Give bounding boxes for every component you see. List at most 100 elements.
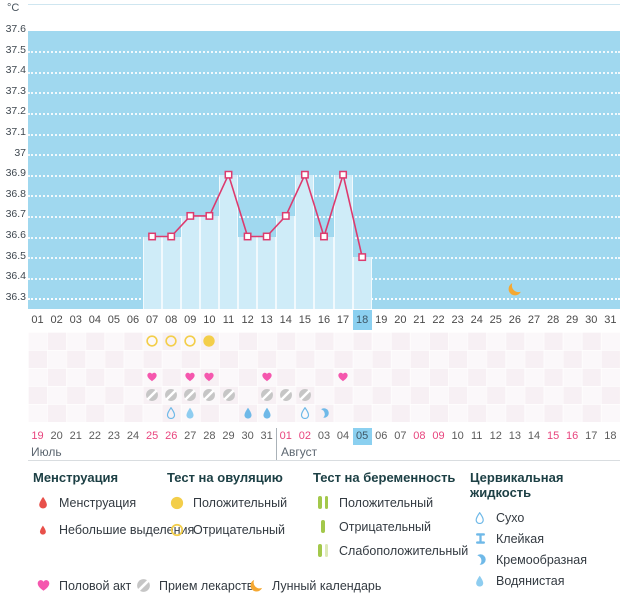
legend-title-cervical: Цервикальная жидкость	[470, 470, 564, 500]
intercourse-heart-icon[interactable]	[337, 371, 349, 383]
medication-pill-icon[interactable]	[164, 388, 178, 402]
temp-bar	[142, 236, 162, 309]
medication-pill-icon[interactable]	[279, 388, 293, 402]
cervical-creamy-icon[interactable]	[318, 407, 330, 419]
ovulation-negative-icon	[167, 521, 187, 538]
calendar-date-cell[interactable]: 22	[88, 430, 101, 442]
cycle-day-cell[interactable]: 20	[394, 314, 407, 326]
cycle-day-cell[interactable]: 11	[222, 314, 235, 326]
legend-item: Небольшие выделения	[33, 521, 194, 538]
legend-item-label: Отрицательный	[339, 519, 432, 534]
medication-pill-icon[interactable]	[222, 388, 236, 402]
cycle-day-cell[interactable]: 31	[604, 314, 617, 326]
cycle-day-cell[interactable]: 02	[50, 314, 63, 326]
calendar-date-cell[interactable]: 25	[145, 430, 159, 442]
calendar-date-cell[interactable]: 04	[336, 430, 350, 442]
legend-title-ovulation: Тест на овуляцию	[167, 470, 283, 485]
cycle-day-cell[interactable]: 27	[527, 314, 541, 326]
pill-icon	[133, 578, 153, 593]
cycle-day-cell[interactable]: 30	[585, 314, 598, 326]
cycle-day-cell[interactable]: 15	[298, 314, 311, 326]
medication-pill-icon[interactable]	[298, 388, 312, 402]
cycle-day-cell[interactable]: 09	[184, 314, 197, 326]
cycle-day-cell[interactable]: 13	[260, 314, 273, 326]
calendar-date-cell[interactable]: 30	[241, 430, 254, 442]
ovulation-test-negative-icon[interactable]	[146, 335, 159, 348]
cycle-day-cell[interactable]: 07	[145, 314, 159, 326]
calendar-date-cell[interactable]: 21	[69, 430, 82, 442]
cycle-day-cell[interactable]: 04	[88, 314, 101, 326]
cycle-day-cell[interactable]: 12	[241, 314, 254, 326]
medication-pill-icon[interactable]	[202, 388, 216, 402]
cycle-day-cell[interactable]: 19	[375, 314, 388, 326]
intercourse-heart-icon[interactable]	[146, 371, 158, 383]
cycle-day-cell[interactable]: 21	[413, 314, 426, 326]
calendar-date-cell[interactable]: 10	[451, 430, 464, 442]
calendar-date-cell[interactable]: 28	[203, 430, 216, 442]
cycle-day-cell[interactable]: 16	[317, 314, 331, 326]
cycle-day-cell[interactable]: 05	[107, 314, 121, 326]
cycle-day-cell[interactable]: 10	[203, 314, 216, 326]
cycle-day-cell[interactable]: 17	[336, 314, 350, 326]
calendar-date-cell[interactable]: 12	[489, 430, 502, 442]
cervical-dry-icon[interactable]	[167, 406, 176, 420]
cycle-day-cell[interactable]: 14	[279, 314, 292, 326]
ovulation-test-negative-icon[interactable]	[184, 335, 197, 348]
calendar-date-cell[interactable]: 20	[50, 430, 63, 442]
cervical-watery-icon[interactable]	[186, 407, 195, 419]
calendar-date-cell[interactable]: 08	[413, 430, 426, 442]
calendar-date-cell[interactable]: 01	[279, 430, 292, 442]
ovulation-test-positive-icon[interactable]	[203, 335, 216, 348]
legend-item: Положительный	[313, 494, 468, 511]
calendar-date-cell[interactable]: 02	[298, 430, 311, 442]
calendar-date-cell[interactable]: 31	[260, 430, 273, 442]
legend-item-label: Слабоположительный	[339, 543, 469, 558]
month-label-august: Август	[281, 445, 318, 459]
calendar-date-cell[interactable]: 16	[566, 430, 579, 442]
cycle-day-cell[interactable]: 06	[126, 314, 140, 326]
intercourse-heart-icon[interactable]	[184, 371, 196, 383]
cycle-day-cell[interactable]: 03	[69, 314, 82, 326]
intercourse-heart-icon[interactable]	[261, 371, 273, 383]
cycle-day-cell[interactable]: 28	[546, 314, 560, 326]
temp-point-marker	[320, 232, 328, 241]
cycle-day-cell[interactable]: 23	[451, 314, 464, 326]
medication-pill-icon[interactable]	[145, 388, 159, 402]
calendar-date-cell[interactable]: 26	[165, 430, 178, 442]
medication-pill-icon[interactable]	[183, 388, 197, 402]
calendar-date-cell[interactable]: 18	[604, 430, 617, 442]
cycle-day-cell[interactable]: 08	[165, 314, 178, 326]
calendar-date-cell[interactable]: 23	[107, 430, 121, 442]
cycle-day-cell[interactable]: 26	[508, 314, 522, 326]
calendar-date-cell[interactable]: 14	[527, 430, 541, 442]
calendar-date-cell[interactable]: 03	[317, 430, 331, 442]
cervical-egg-white-icon[interactable]	[243, 407, 252, 419]
calendar-date-cell[interactable]: 24	[126, 430, 140, 442]
calendar-date-cell[interactable]: 07	[394, 430, 407, 442]
cervical-creamy-icon	[470, 551, 490, 568]
cycle-day-cell[interactable]: 25	[489, 314, 502, 326]
cervical-egg-white-icon[interactable]	[262, 407, 271, 419]
gridline	[28, 215, 620, 218]
cycle-day-cell[interactable]: 01	[31, 314, 44, 326]
cycle-day-cell[interactable]: 22	[432, 314, 445, 326]
legend-item-label: Водянистая	[496, 573, 565, 588]
intercourse-heart-icon[interactable]	[203, 371, 215, 383]
calendar-date-cell[interactable]: 27	[184, 430, 197, 442]
cycle-day-cell[interactable]: 29	[566, 314, 579, 326]
cycle-day-cell[interactable]: 18	[352, 310, 372, 330]
calendar-date-cell[interactable]: 17	[585, 430, 598, 442]
calendar-date-cell[interactable]: 05	[352, 428, 372, 445]
calendar-date-cell[interactable]: 11	[470, 430, 483, 442]
calendar-date-cell[interactable]: 29	[222, 430, 235, 442]
medication-pill-icon[interactable]	[260, 388, 274, 402]
ovulation-test-negative-icon[interactable]	[165, 335, 178, 348]
cervical-dry-icon[interactable]	[300, 406, 310, 420]
calendar-date-cell[interactable]: 19	[31, 430, 44, 442]
calendar-date-cell[interactable]: 13	[508, 430, 522, 442]
calendar-date-cell[interactable]: 09	[432, 430, 445, 442]
calendar-date-cell[interactable]: 06	[375, 430, 388, 442]
temp-bar	[218, 174, 239, 309]
calendar-date-cell[interactable]: 15	[546, 430, 560, 442]
cycle-day-cell[interactable]: 24	[470, 314, 483, 326]
